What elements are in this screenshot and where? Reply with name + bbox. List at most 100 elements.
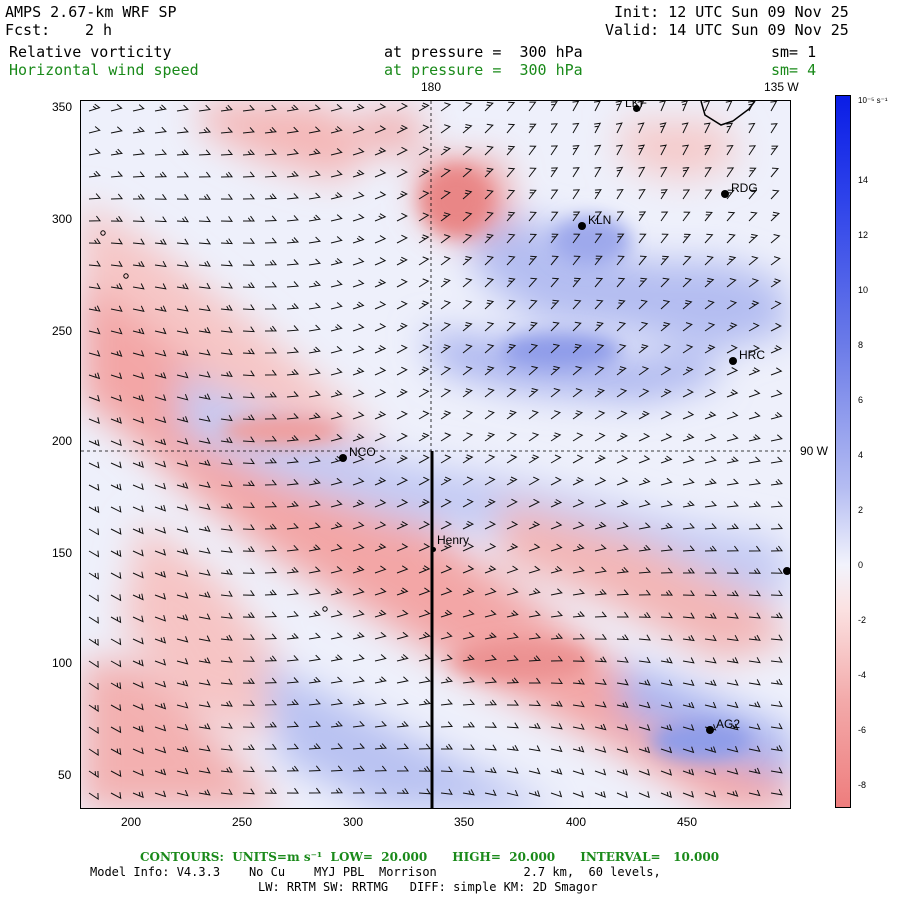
wind-barb <box>198 349 211 356</box>
wind-barb <box>242 104 255 112</box>
wind-barb <box>484 167 494 178</box>
wind-barb <box>682 322 693 332</box>
wind-barb <box>506 321 516 332</box>
wind-barb <box>374 543 387 552</box>
wind-barb <box>176 371 189 379</box>
wind-barb <box>352 477 365 486</box>
wind-barb <box>198 569 211 576</box>
wind-barb <box>616 321 627 332</box>
wind-barb <box>330 544 343 552</box>
wind-barb <box>770 545 783 552</box>
wind-barb <box>286 478 299 486</box>
wind-barb <box>132 681 144 689</box>
wind-barb <box>726 790 739 797</box>
wind-barb <box>594 410 606 420</box>
wind-barb <box>638 144 645 156</box>
wind-barb <box>264 479 277 486</box>
wind-barb <box>308 236 321 244</box>
wind-barb <box>726 233 736 244</box>
wind-barb <box>484 366 495 376</box>
wind-barb <box>88 327 101 335</box>
wind-barb <box>726 367 739 376</box>
y-tick: 350 <box>52 100 73 114</box>
wind-barb <box>528 211 537 222</box>
wind-barb <box>682 455 695 464</box>
wind-barb <box>396 698 409 706</box>
wind-barb <box>242 744 255 751</box>
wind-barb <box>374 389 387 398</box>
wind-barb <box>220 282 233 289</box>
wind-barb <box>484 189 494 200</box>
wind-barb <box>396 676 409 684</box>
wind-barb <box>374 698 387 706</box>
wind-barb <box>286 457 299 464</box>
wind-barb <box>462 256 473 266</box>
wind-barb <box>726 411 739 420</box>
wind-barb <box>726 145 734 156</box>
wind-barb <box>682 612 695 619</box>
wind-barb <box>264 391 277 398</box>
wind-barb <box>154 592 167 600</box>
wind-barb <box>308 588 321 596</box>
wind-barb <box>396 499 409 508</box>
wind-barb <box>176 438 189 445</box>
wind-barb <box>484 432 496 442</box>
wind-barb <box>308 456 321 464</box>
wind-barb <box>264 589 278 596</box>
wind-barb <box>726 657 739 664</box>
wind-barb <box>374 765 388 772</box>
wind-barb <box>528 767 541 775</box>
wind-barb <box>484 277 495 288</box>
wind-barb <box>176 127 189 134</box>
wind-barb <box>264 766 277 772</box>
wind-barb <box>286 148 299 156</box>
wind-barb <box>615 122 623 134</box>
wind-barb <box>286 721 300 728</box>
wind-barb <box>265 743 277 750</box>
wind-barb <box>462 233 473 244</box>
wind-barb <box>484 610 497 618</box>
wind-barb <box>770 612 783 619</box>
wind-barb <box>330 258 343 266</box>
wind-barb <box>550 145 559 156</box>
wind-barb <box>682 590 695 596</box>
wind-barb <box>88 215 101 222</box>
wind-barb <box>264 788 277 794</box>
wind-barb <box>748 322 760 332</box>
wind-barb <box>726 255 737 266</box>
wind-barb <box>528 123 537 134</box>
wind-barb <box>154 746 167 754</box>
wind-barb <box>726 434 739 442</box>
wind-barb <box>242 568 255 574</box>
wind-barb <box>748 523 762 530</box>
wind-barb <box>220 260 233 267</box>
wind-barb <box>770 256 781 266</box>
wind-barb <box>352 654 365 662</box>
wind-barb <box>220 348 233 356</box>
wind-barb <box>616 166 624 178</box>
wind-barb <box>242 326 255 333</box>
wind-barb <box>682 634 695 642</box>
wind-barb <box>88 528 100 536</box>
wind-barb <box>770 678 783 686</box>
wind-barb <box>528 388 539 398</box>
wind-barb <box>550 745 563 753</box>
wind-barb <box>594 343 605 354</box>
wind-barb <box>550 790 563 798</box>
wind-barb <box>770 389 783 398</box>
wind-barb <box>110 439 122 447</box>
wind-barb <box>374 235 387 244</box>
wind-barb <box>396 102 408 112</box>
wind-barb <box>462 543 475 552</box>
wind-barb <box>660 455 673 464</box>
wind-barb <box>681 101 688 112</box>
wind-barb <box>286 435 299 442</box>
wind-barb <box>726 211 736 222</box>
wind-barb <box>616 455 629 464</box>
wind-barb <box>418 565 431 574</box>
wind-barb <box>638 410 650 420</box>
wind-barb <box>484 677 498 684</box>
wind-barb <box>264 104 277 112</box>
wind-barb <box>704 746 717 753</box>
wind-barb <box>726 344 738 354</box>
